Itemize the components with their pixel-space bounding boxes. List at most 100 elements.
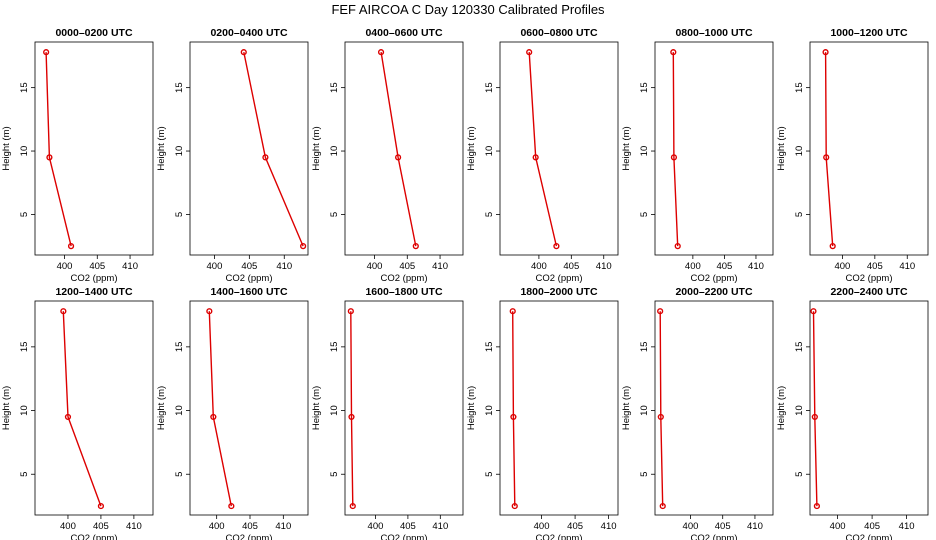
- y-tick-label: 10: [19, 146, 30, 157]
- profile-line: [512, 311, 516, 507]
- x-tick-label: 400: [683, 521, 699, 532]
- profile-point: [657, 308, 664, 315]
- y-tick-label: 15: [174, 82, 185, 93]
- x-axis-label: CO2 (ppm): [691, 533, 738, 540]
- profile-point: [553, 243, 560, 250]
- y-tick-label: 15: [794, 82, 805, 93]
- y-tick-label: 10: [794, 405, 805, 416]
- y-tick-label: 10: [639, 405, 650, 416]
- panel-title: 1200–1400 UTC: [55, 286, 132, 298]
- plot-frame: [654, 300, 774, 516]
- profile-point: [822, 49, 829, 56]
- x-axis-label: CO2 (ppm): [846, 533, 893, 540]
- x-tick-label: 400: [834, 261, 850, 272]
- y-tick-label: 15: [794, 342, 805, 353]
- panels-grid: 0000–0200 UTC 400 405 410 5 10 15 CO2 (ppm) Heig…: [1, 27, 929, 540]
- y-axis-label: Height (m): [1, 126, 12, 170]
- profile-line: [243, 51, 304, 247]
- x-tick-label: 400: [367, 261, 383, 272]
- profile-point: [511, 502, 518, 510]
- profile-line: [528, 52, 558, 247]
- y-axis-label: Height (m): [621, 126, 632, 170]
- x-tick-label: 405: [715, 521, 731, 532]
- x-axis-label: CO2 (ppm): [381, 533, 428, 540]
- x-tick-label: 410: [126, 521, 142, 532]
- profile-line: [659, 311, 664, 507]
- x-tick-label: 410: [748, 261, 764, 272]
- y-tick-label: 10: [484, 146, 495, 157]
- y-tick-label: 10: [19, 405, 30, 416]
- plot-frame: [344, 41, 464, 256]
- plot-frame: [499, 41, 619, 256]
- profile-point: [240, 49, 247, 56]
- x-tick-label: 410: [601, 521, 617, 532]
- panel-title: 1000–1200 UTC: [830, 27, 907, 39]
- profile-point: [348, 413, 355, 421]
- profile-point: [670, 154, 678, 161]
- panel-title: 1800–2000 UTC: [520, 286, 597, 298]
- profile-line: [672, 52, 679, 247]
- profile-point: [829, 243, 836, 250]
- figure-title: FEF AIRCOA C Day 120330 Calibrated Profi…: [331, 2, 605, 17]
- panel-title: 0200–0400 UTC: [210, 27, 287, 39]
- x-tick-label: 405: [567, 521, 583, 532]
- profile-point: [657, 413, 664, 421]
- plot-frame: [34, 300, 154, 516]
- y-tick-label: 10: [639, 146, 650, 157]
- x-tick-label: 405: [864, 521, 880, 532]
- y-tick-label: 10: [329, 146, 340, 157]
- x-tick-label: 410: [596, 261, 612, 272]
- plot-frame: [654, 41, 774, 256]
- profile-point: [60, 308, 67, 315]
- plot-frame: [809, 300, 929, 516]
- profile-panel: 1400–1600 UTC 400 405 410 5 10 15 CO2 (ppm) Heig…: [156, 286, 309, 540]
- profile-panel: 0600–0800 UTC 400 405 410 5 10 15 CO2 (ppm) Heig…: [466, 27, 619, 284]
- x-tick-label: 405: [563, 261, 579, 272]
- y-axis-label: Height (m): [156, 126, 167, 170]
- profile-point: [532, 154, 539, 161]
- plot-frame: [34, 41, 154, 256]
- x-axis-label: CO2 (ppm): [536, 533, 583, 540]
- profile-panel: 1600–1800 UTC 400 405 410 5 10 15 CO2 (ppm) Heig…: [311, 286, 464, 540]
- panel-title: 2000–2200 UTC: [675, 286, 752, 298]
- x-axis-label: CO2 (ppm): [691, 273, 738, 284]
- profile-panel: 0800–1000 UTC 400 405 410 5 10 15 CO2 (ppm) Heig…: [621, 27, 774, 284]
- profile-line: [380, 51, 417, 247]
- x-tick-label: 400: [531, 261, 547, 272]
- y-axis-label: Height (m): [776, 126, 787, 170]
- profile-point: [300, 243, 307, 250]
- y-tick-label: 10: [484, 405, 495, 416]
- x-tick-label: 405: [716, 261, 732, 272]
- plot-frame: [809, 41, 929, 256]
- plot-frame: [344, 300, 464, 516]
- x-tick-label: 410: [122, 261, 138, 272]
- profile-point: [395, 154, 402, 161]
- y-tick-label: 5: [19, 472, 30, 477]
- y-tick-label: 15: [19, 342, 30, 353]
- profile-point: [228, 502, 235, 510]
- y-tick-label: 5: [794, 212, 805, 217]
- x-tick-label: 405: [93, 521, 109, 532]
- profile-point: [262, 154, 269, 161]
- profile-line: [812, 311, 818, 507]
- y-tick-label: 5: [639, 472, 650, 477]
- x-tick-label: 410: [432, 261, 448, 272]
- y-axis-label: Height (m): [466, 126, 477, 170]
- panel-title: 0600–0800 UTC: [520, 27, 597, 39]
- profile-point: [64, 413, 72, 421]
- y-axis-label: Height (m): [311, 386, 322, 430]
- profile-line: [62, 311, 102, 507]
- profile-point: [823, 154, 830, 161]
- x-tick-label: 410: [747, 521, 763, 532]
- plot-frame: [189, 300, 309, 516]
- y-tick-label: 10: [794, 146, 805, 157]
- y-tick-label: 5: [19, 212, 30, 217]
- x-tick-label: 405: [400, 521, 416, 532]
- x-tick-label: 400: [57, 261, 73, 272]
- y-tick-label: 15: [329, 82, 340, 93]
- x-axis-label: CO2 (ppm): [226, 533, 273, 540]
- x-tick-label: 410: [276, 261, 292, 272]
- profile-point: [206, 308, 213, 315]
- x-tick-label: 410: [432, 521, 448, 532]
